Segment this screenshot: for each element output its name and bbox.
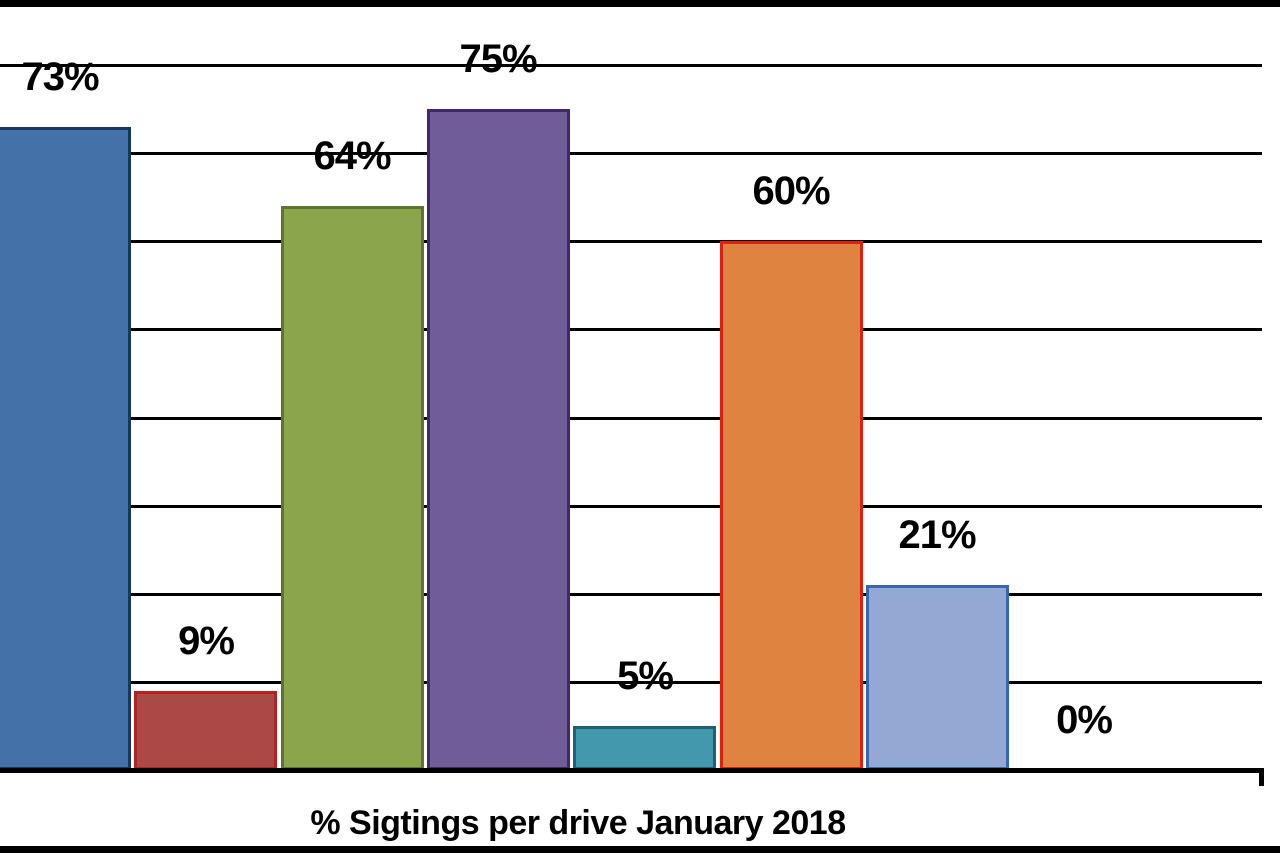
bar-75-percent	[427, 109, 570, 770]
data-label-9-percent: 9%	[178, 619, 235, 663]
gridline-20-percent	[0, 593, 1262, 596]
data-label-21-percent: 21%	[898, 513, 976, 557]
gridline-50-percent	[0, 328, 1262, 331]
data-label-5-percent: 5%	[617, 654, 674, 698]
gridline-30-percent	[0, 505, 1262, 508]
gridline-40-percent	[0, 417, 1262, 420]
x-axis-line	[0, 768, 1264, 773]
bar-64-percent	[281, 206, 424, 770]
x-axis-title: % Sigtings per drive January 2018	[310, 804, 846, 842]
bottom-border	[0, 846, 1280, 853]
bar-21-percent	[866, 585, 1009, 770]
top-border	[0, 0, 1280, 7]
bar-60-percent	[720, 241, 863, 770]
bar-5-percent	[573, 726, 716, 770]
bar-73-percent	[0, 127, 131, 770]
data-label-60-percent: 60%	[752, 169, 830, 213]
gridline-60-percent	[0, 240, 1262, 243]
bar-9-percent	[134, 691, 277, 770]
gridline-70-percent	[0, 152, 1262, 155]
x-axis-tick	[1259, 768, 1264, 786]
data-label-0-percent: 0%	[1056, 698, 1113, 742]
data-label-73-percent: 73%	[21, 55, 99, 99]
data-label-64-percent: 64%	[313, 134, 391, 178]
gridline-10-percent	[0, 681, 1262, 684]
data-label-75-percent: 75%	[459, 37, 537, 81]
gridline-80-percent	[0, 64, 1262, 67]
